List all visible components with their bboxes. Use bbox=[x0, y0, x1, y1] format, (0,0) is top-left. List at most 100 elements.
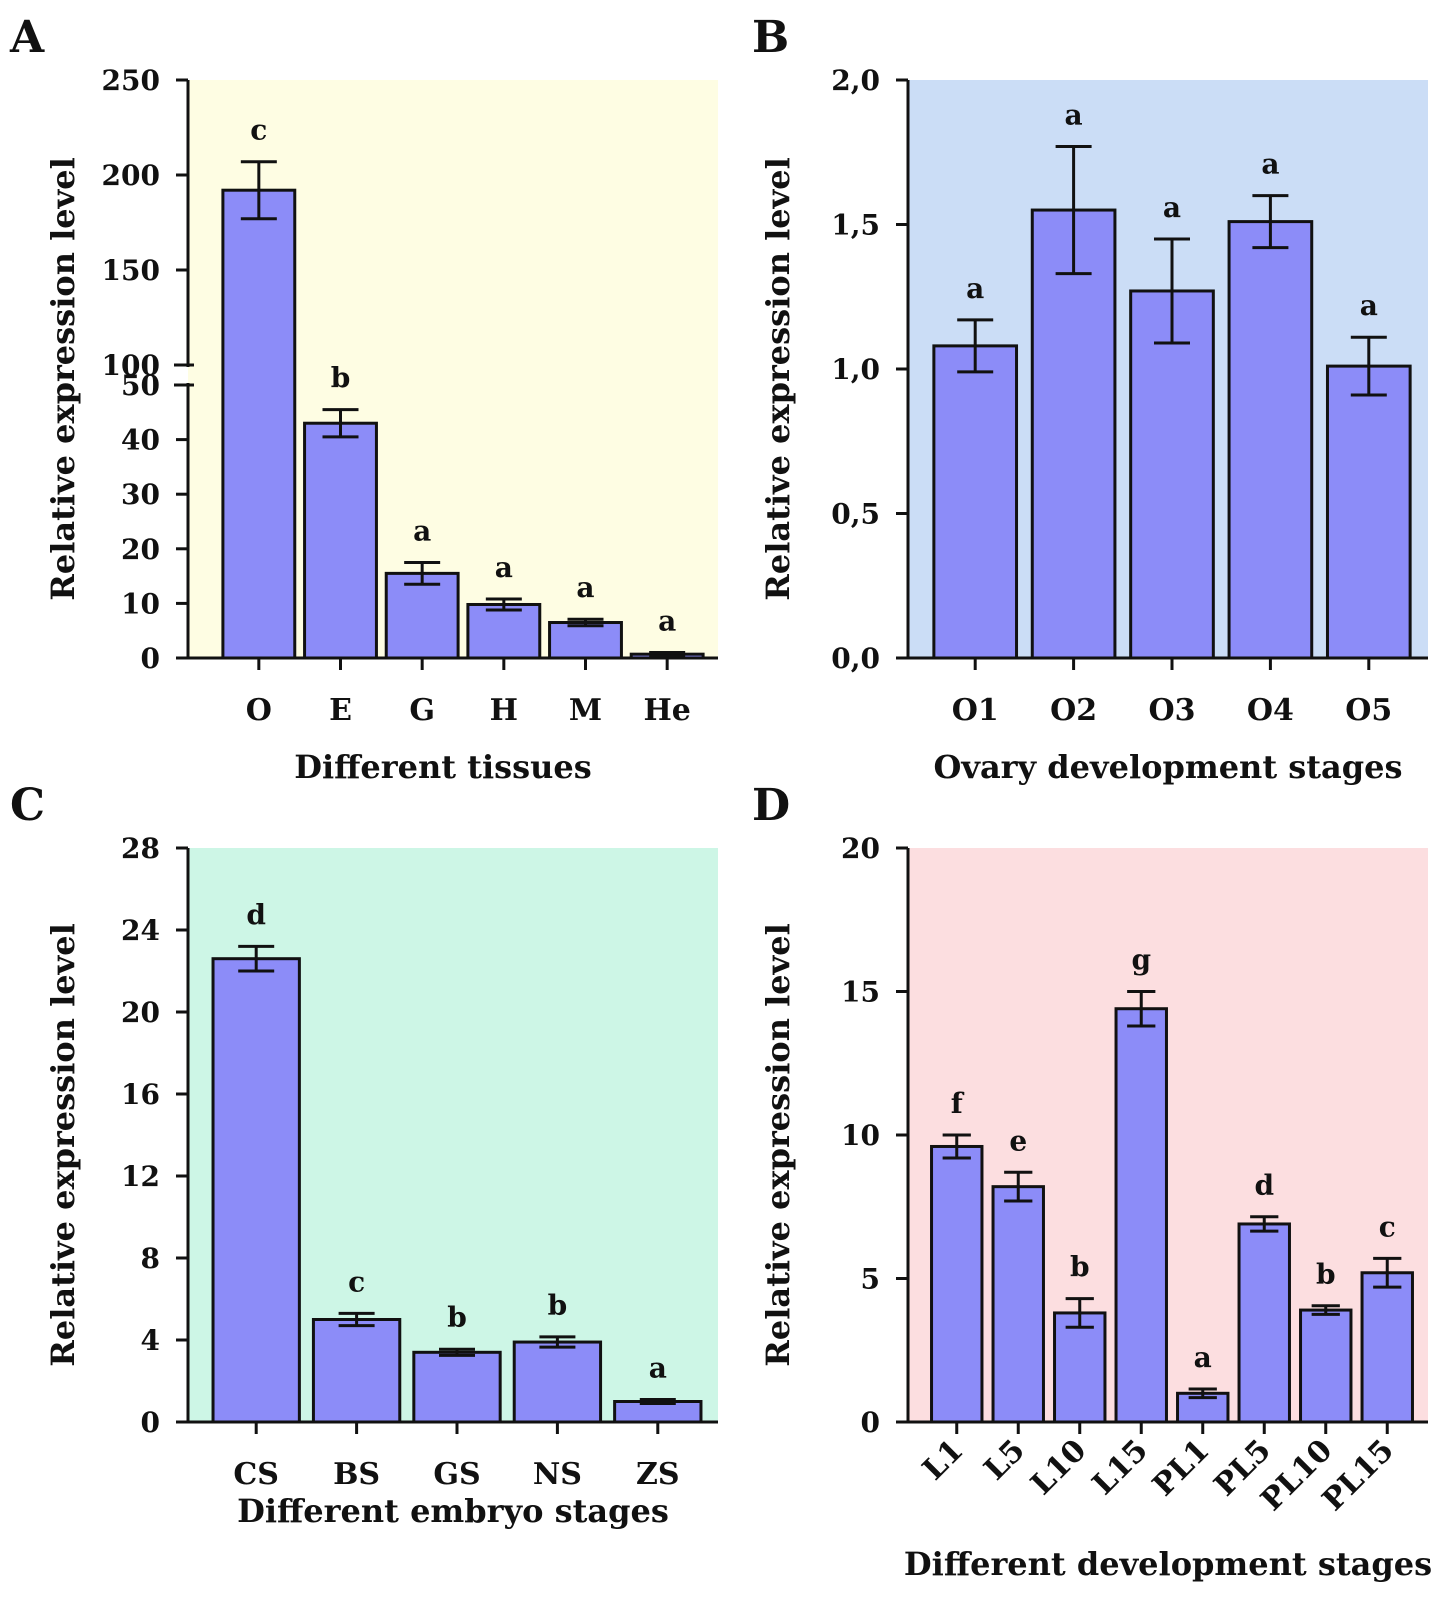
y-tick-label: 0 bbox=[861, 1406, 880, 1439]
y-axis-title: Relative expression level bbox=[44, 157, 82, 600]
x-tick-label: O2 bbox=[1050, 693, 1097, 728]
x-tick-label: NS bbox=[533, 1457, 582, 1492]
bar-gs bbox=[412, 1350, 502, 1424]
significance-label: b bbox=[548, 1289, 568, 1322]
y-axis-title: Relative expression level bbox=[759, 923, 797, 1366]
error-bar bbox=[404, 560, 441, 586]
y-tick-label: 15 bbox=[841, 976, 880, 1009]
y-tick-label: 10 bbox=[121, 587, 160, 620]
x-tick-label: H bbox=[490, 693, 518, 728]
x-tick-label: G bbox=[409, 693, 435, 728]
x-tick-label: O1 bbox=[952, 693, 999, 728]
bar-h bbox=[466, 602, 542, 660]
error-bar bbox=[1373, 1256, 1402, 1289]
y-tick-label: 150 bbox=[102, 254, 160, 287]
x-tick-label: PL1 bbox=[1146, 1433, 1216, 1503]
significance-label: c bbox=[1379, 1210, 1396, 1243]
significance-label: a bbox=[649, 1351, 667, 1384]
y-tick-label: 12 bbox=[121, 1160, 160, 1193]
error-bar bbox=[322, 408, 359, 439]
panel-label: C bbox=[10, 780, 45, 831]
y-tick-label: 0 bbox=[141, 642, 160, 675]
bar-o bbox=[221, 188, 297, 660]
bar-cs bbox=[211, 957, 301, 1424]
y-tick-label: 200 bbox=[102, 159, 160, 192]
error-bar bbox=[539, 1335, 576, 1349]
error-bar bbox=[1065, 1297, 1094, 1329]
error-bar bbox=[1350, 335, 1387, 397]
significance-label: a bbox=[966, 272, 984, 305]
x-axis-title: Different development stages bbox=[904, 1545, 1432, 1583]
error-bar bbox=[639, 1397, 676, 1406]
error-bar bbox=[439, 1347, 475, 1357]
bar-ns bbox=[512, 1340, 603, 1424]
x-tick-label: GS bbox=[433, 1457, 480, 1492]
y-tick-label: 20 bbox=[121, 996, 160, 1029]
significance-label: c bbox=[250, 114, 267, 147]
y-tick-label: 28 bbox=[121, 832, 160, 865]
significance-label: b bbox=[447, 1301, 467, 1334]
bar-l15 bbox=[1114, 1007, 1168, 1424]
x-tick-label: M bbox=[569, 693, 602, 728]
y-tick-label: 24 bbox=[121, 914, 160, 947]
y-tick-label: 50 bbox=[121, 369, 160, 402]
y-tick-label: 10 bbox=[841, 1119, 880, 1152]
bar-bs bbox=[311, 1318, 402, 1424]
error-bar bbox=[567, 617, 604, 628]
bar-pl5 bbox=[1237, 1222, 1291, 1424]
significance-label: b bbox=[1070, 1251, 1090, 1284]
y-tick-label: 1,5 bbox=[831, 209, 880, 242]
x-axis-title: Different tissues bbox=[294, 748, 592, 786]
significance-label: a bbox=[1261, 148, 1279, 181]
panel-label: A bbox=[9, 12, 45, 63]
significance-label: d bbox=[1254, 1169, 1274, 1202]
panel-label: D bbox=[752, 780, 790, 831]
x-tick-label: CS bbox=[233, 1457, 279, 1492]
x-tick-label: L10 bbox=[1024, 1433, 1093, 1502]
bar-o3 bbox=[1129, 289, 1215, 660]
bar-g bbox=[384, 571, 460, 660]
x-tick-label: O3 bbox=[1148, 693, 1195, 728]
y-tick-label: 250 bbox=[102, 64, 160, 97]
y-tick-label: 100 bbox=[102, 349, 160, 382]
x-tick-label: O4 bbox=[1247, 693, 1294, 728]
error-bar bbox=[1004, 1170, 1033, 1203]
x-tick-label: L1 bbox=[916, 1433, 970, 1487]
error-bar bbox=[1250, 1215, 1279, 1233]
y-tick-label: 16 bbox=[121, 1078, 160, 1111]
error-bar bbox=[485, 597, 522, 612]
error-bar bbox=[1127, 990, 1156, 1028]
y-tick-label: 1,0 bbox=[831, 353, 880, 386]
x-tick-label: He bbox=[643, 693, 690, 728]
significance-label: a bbox=[576, 571, 594, 604]
bar-o4 bbox=[1227, 220, 1314, 660]
bar-m bbox=[548, 621, 623, 660]
y-tick-label: 30 bbox=[121, 478, 160, 511]
x-tick-label: E bbox=[329, 693, 352, 728]
x-tick-label: PL15 bbox=[1316, 1433, 1401, 1518]
y-tick-label: 20 bbox=[841, 832, 880, 865]
bar-pl15 bbox=[1360, 1271, 1414, 1424]
x-tick-label: O5 bbox=[1345, 693, 1392, 728]
y-axis-title: Relative expression level bbox=[44, 923, 82, 1366]
y-tick-label: 0 bbox=[141, 1406, 160, 1439]
significance-label: b bbox=[331, 362, 351, 395]
significance-label: a bbox=[658, 605, 676, 638]
error-bar bbox=[1252, 194, 1289, 250]
significance-label: a bbox=[1194, 1341, 1212, 1374]
bar-l10 bbox=[1053, 1311, 1107, 1424]
bar-l5 bbox=[991, 1185, 1045, 1424]
y-tick-label: 5 bbox=[861, 1263, 880, 1296]
panel-d: D05101520fL1eL5bL10gL15aPL1dPL5bPL10cPL1… bbox=[752, 780, 1432, 1583]
significance-label: a bbox=[1163, 191, 1181, 224]
significance-label: e bbox=[1009, 1124, 1027, 1157]
bar-l1 bbox=[930, 1144, 984, 1424]
panel-label: B bbox=[752, 12, 789, 63]
y-tick-label: 2,0 bbox=[831, 64, 880, 97]
y-tick-label: 0,5 bbox=[831, 498, 880, 531]
bar-pl10 bbox=[1299, 1308, 1353, 1424]
significance-label: d bbox=[246, 898, 266, 931]
x-tick-label: ZS bbox=[636, 1457, 680, 1492]
panel-b: B 0,0 0,5 1,0 1,5 2,0 a O1 a O2 a O3 a O4 a O5 Ovary dev… bbox=[752, 12, 1428, 786]
